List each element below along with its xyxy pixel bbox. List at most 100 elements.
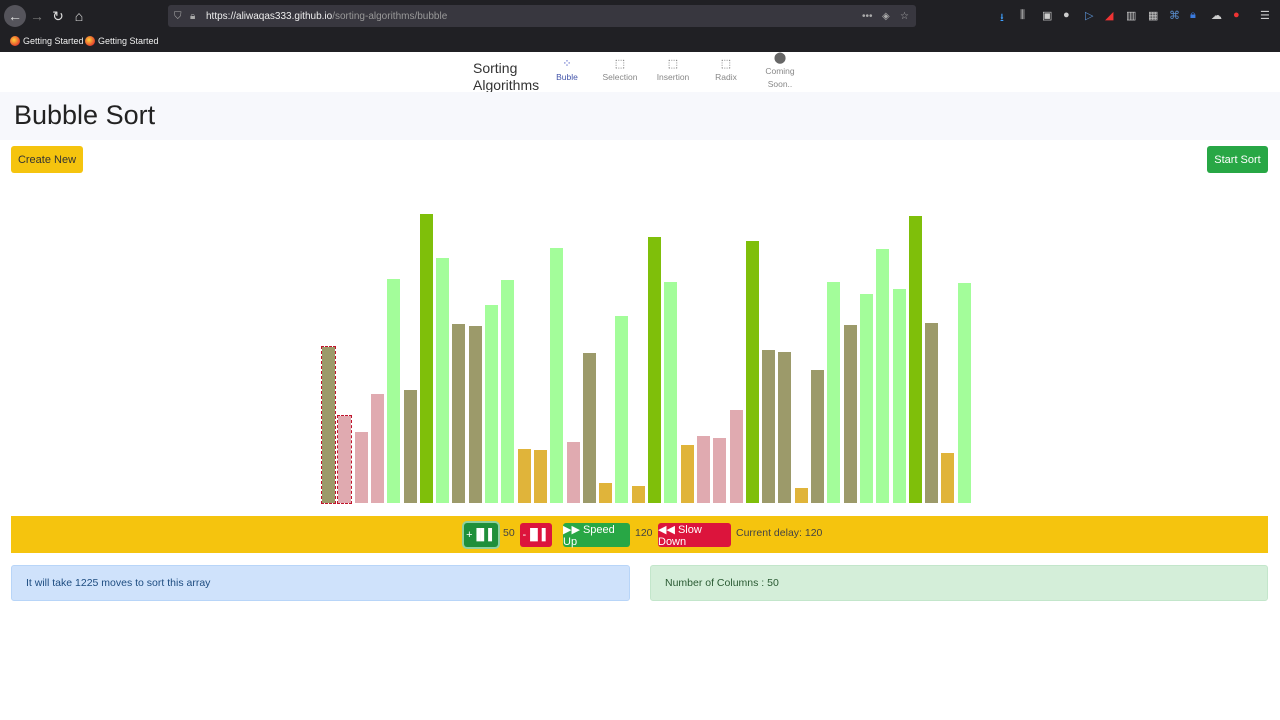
- array-bar: [337, 415, 353, 504]
- array-bar: [957, 283, 971, 503]
- back-icon[interactable]: ←: [4, 5, 26, 27]
- extension-icon[interactable]: ▥: [1126, 10, 1137, 22]
- sidebar-icon[interactable]: ▣: [1042, 10, 1053, 22]
- home-icon[interactable]: ⌂: [74, 8, 84, 24]
- nav-item-bubble[interactable]: ⁘ Buble: [542, 58, 592, 84]
- array-bar: [599, 483, 613, 503]
- url-path: /sorting-algorithms/bubble: [332, 10, 448, 22]
- select-box-icon: ⬚: [667, 58, 679, 70]
- array-bar: [517, 449, 531, 503]
- columns-count: 50: [503, 527, 515, 539]
- nav-label: Coming: [765, 66, 795, 76]
- array-bar: [941, 453, 955, 503]
- array-bar: [925, 323, 939, 503]
- extension-icon[interactable]: ●: [1233, 9, 1240, 21]
- array-bar: [403, 390, 417, 503]
- navbar: Sorting Algorithms ⁘ Buble ⬚ Selection ⬚ Ins…: [0, 52, 1280, 94]
- array-bar: [468, 326, 482, 503]
- nav-item-coming-soon[interactable]: ⬤ Coming Soon..: [755, 52, 805, 91]
- firefox-icon: [85, 36, 95, 46]
- array-bar: [843, 325, 857, 503]
- array-bar: [876, 249, 890, 503]
- extension-icon[interactable]: ▦: [1148, 10, 1159, 22]
- array-bar: [859, 294, 873, 503]
- lock-extension-icon[interactable]: 🔒︎: [1190, 9, 1196, 21]
- translate-icon[interactable]: ⌘: [1169, 10, 1180, 22]
- array-bar: [745, 241, 759, 503]
- library-icon[interactable]: ⫼: [1020, 9, 1026, 21]
- page-header: Bubble Sort: [0, 92, 1280, 140]
- reload-icon[interactable]: ↻: [52, 7, 64, 24]
- controls-bar: +▐▌▌ 50 -▐▌▌ ▶▶ Speed Up 120 ◀◀ Slow Dow…: [11, 516, 1268, 553]
- select-box-icon: ⬚: [614, 58, 626, 70]
- add-columns-button[interactable]: +▐▌▌: [464, 523, 498, 547]
- brand[interactable]: Sorting Algorithms: [473, 60, 539, 94]
- select-box-icon: ⬚: [720, 58, 732, 70]
- columns-info: Number of Columns : 50: [650, 565, 1268, 601]
- forward-icon[interactable]: →: [30, 8, 44, 24]
- bookmark[interactable]: Getting Started: [85, 36, 159, 46]
- menu-icon[interactable]: ☰: [1260, 10, 1270, 22]
- array-bar: [387, 279, 401, 503]
- bookmark-star-icon[interactable]: ☆: [900, 10, 909, 22]
- firefox-icon: [10, 36, 20, 46]
- nav-label: Insertion: [656, 72, 690, 82]
- url-bar[interactable]: ⛉ 🔒︎ https://aliwaqas333.github.io/sorti…: [168, 5, 916, 27]
- array-bar: [811, 370, 824, 503]
- page-title: Bubble Sort: [14, 100, 156, 130]
- array-bar: [664, 282, 678, 503]
- download-icon[interactable]: ⭳: [1000, 12, 1004, 24]
- array-bar: [452, 324, 466, 503]
- array-bar: [321, 346, 336, 504]
- create-new-button[interactable]: Create New: [11, 146, 83, 173]
- array-bar: [794, 488, 808, 503]
- array-bar: [892, 289, 906, 503]
- array-bar: [631, 486, 645, 503]
- bookmark[interactable]: Getting Started: [10, 36, 84, 46]
- extension-icon[interactable]: ☁: [1211, 10, 1222, 22]
- array-bar: [696, 436, 710, 503]
- nav-item-selection[interactable]: ⬚ Selection: [595, 58, 645, 84]
- speed-value: 120: [635, 527, 653, 539]
- extension-icon[interactable]: ▷: [1085, 10, 1094, 22]
- bar-visualizer: [0, 180, 1280, 510]
- array-bar: [370, 394, 384, 503]
- more-icon[interactable]: •••: [862, 10, 873, 22]
- array-bar: [582, 353, 596, 503]
- nav-label: Buble: [556, 72, 578, 82]
- array-bar: [501, 280, 515, 503]
- speed-up-button[interactable]: ▶▶ Speed Up: [563, 523, 630, 548]
- array-bar: [680, 445, 694, 503]
- array-bar: [436, 258, 450, 503]
- brand-line: Algorithms: [473, 77, 540, 93]
- account-icon[interactable]: ●: [1063, 9, 1070, 21]
- slow-down-button[interactable]: ◀◀ Slow Down: [658, 523, 731, 548]
- nav-item-insertion[interactable]: ⬚ Insertion: [648, 58, 698, 84]
- array-bar: [762, 350, 776, 503]
- nav-label: Selection: [602, 72, 638, 82]
- extension-icon[interactable]: ◢: [1105, 10, 1114, 22]
- map-pin-icon: ⬤: [773, 52, 787, 64]
- current-delay: Current delay: 120: [736, 527, 823, 539]
- pocket-icon[interactable]: ◈: [882, 10, 890, 22]
- array-bar: [550, 248, 564, 503]
- url-host: https://aliwaqas333.github.io: [206, 10, 333, 22]
- array-bar: [533, 450, 547, 503]
- moves-info: It will take 1225 moves to sort this arr…: [11, 565, 630, 601]
- nav-label: Radix: [715, 72, 737, 82]
- array-bar: [778, 352, 792, 503]
- array-bar: [713, 438, 727, 503]
- remove-columns-button[interactable]: -▐▌▌: [520, 523, 552, 547]
- lock-icon: 🔒︎: [190, 10, 196, 22]
- array-bar: [729, 410, 743, 503]
- shield-icon: ⛉: [174, 10, 182, 22]
- array-bar: [485, 305, 498, 503]
- nav-label: Soon..: [767, 79, 793, 89]
- array-bar: [419, 214, 433, 503]
- array-bar: [648, 237, 661, 503]
- array-bar: [566, 442, 580, 503]
- nav-item-radix[interactable]: ⬚ Radix: [701, 58, 751, 84]
- bookmark-label: Getting Started: [98, 36, 159, 46]
- start-sort-button[interactable]: Start Sort: [1207, 146, 1268, 173]
- array-bar: [827, 282, 841, 503]
